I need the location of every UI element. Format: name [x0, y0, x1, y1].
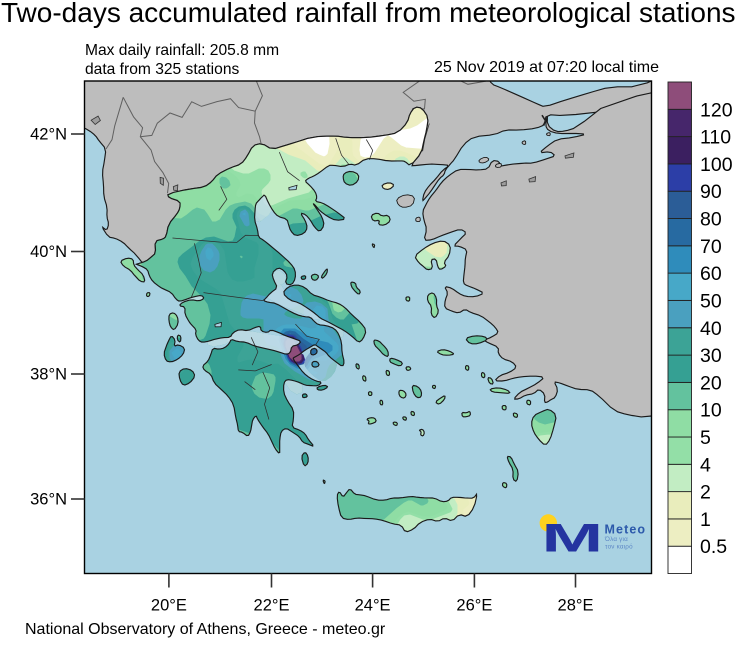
svg-text:22°E: 22°E [254, 597, 290, 615]
svg-text:30: 30 [700, 345, 722, 367]
svg-text:36°N: 36°N [30, 491, 67, 509]
svg-text:80: 80 [700, 209, 722, 231]
svg-text:100: 100 [700, 154, 733, 176]
svg-text:60: 60 [700, 263, 722, 285]
svg-text:0.5: 0.5 [700, 536, 727, 558]
svg-text:42°N: 42°N [30, 126, 67, 144]
svg-text:5: 5 [700, 427, 711, 449]
svg-text:40: 40 [700, 318, 722, 340]
svg-text:10: 10 [700, 400, 722, 422]
svg-text:28°E: 28°E [558, 597, 594, 615]
svg-text:Meteo: Meteo [605, 523, 647, 537]
svg-text:2: 2 [700, 482, 711, 504]
svg-text:20°E: 20°E [151, 597, 187, 615]
svg-text:Όλα για: Όλα για [604, 536, 628, 543]
svg-text:50: 50 [700, 290, 722, 312]
svg-text:4: 4 [700, 454, 711, 476]
svg-text:M: M [542, 515, 604, 560]
svg-text:40°N: 40°N [30, 243, 67, 261]
svg-text:20: 20 [700, 372, 722, 394]
svg-text:70: 70 [700, 236, 722, 258]
svg-text:1: 1 [700, 509, 711, 531]
svg-text:110: 110 [700, 127, 731, 149]
svg-text:38°N: 38°N [30, 366, 67, 384]
svg-text:26°E: 26°E [456, 597, 492, 615]
svg-text:τον καιρό: τον καιρό [605, 543, 633, 551]
svg-text:24°E: 24°E [355, 597, 391, 615]
svg-text:90: 90 [700, 181, 722, 203]
svg-text:120: 120 [700, 99, 733, 121]
